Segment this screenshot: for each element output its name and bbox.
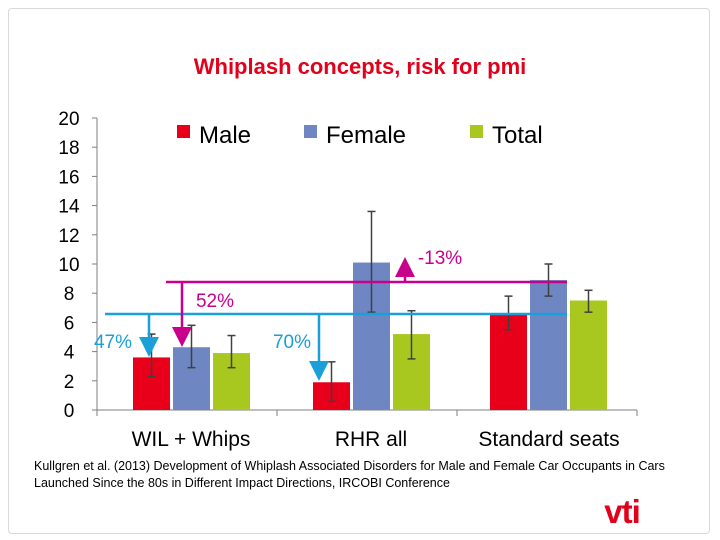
bars xyxy=(133,262,607,410)
x-tick-label: WIL + Whips xyxy=(132,428,251,451)
bar-female xyxy=(530,280,567,410)
y-tick-label: 16 xyxy=(58,167,79,188)
legend: Male Female Total xyxy=(177,122,543,149)
comparison-lines: 47% 52% 70% -13% xyxy=(94,248,567,381)
legend-swatch-total xyxy=(470,125,483,138)
y-tick-label: 6 xyxy=(64,313,75,334)
y-tick-label: 20 xyxy=(58,109,79,130)
legend-swatch-female xyxy=(304,125,317,138)
legend-swatch-male xyxy=(177,125,190,138)
y-tick-label: 8 xyxy=(64,284,75,305)
x-axis: WIL + Whips RHR all Standard seats xyxy=(96,409,638,451)
annotation-label: -13% xyxy=(418,248,462,269)
bar-total xyxy=(570,300,607,410)
y-tick-label: 18 xyxy=(58,138,79,159)
y-tick-label: 2 xyxy=(64,372,75,393)
y-tick-label: 12 xyxy=(58,226,79,247)
annotation-label: 70% xyxy=(273,332,311,353)
annotation-label: 47% xyxy=(94,332,132,353)
legend-label-male: Male xyxy=(199,122,251,149)
legend-label-total: Total xyxy=(492,122,543,149)
slide-frame xyxy=(8,8,710,534)
y-tick-label: 4 xyxy=(64,343,75,364)
y-tick-label: 10 xyxy=(58,255,79,276)
vti-logo: vti xyxy=(604,493,641,530)
y-tick-label: 14 xyxy=(58,197,80,218)
citation: Kullgren et al. (2013) Development of Wh… xyxy=(34,459,665,490)
legend-label-female: Female xyxy=(326,122,406,149)
x-tick-label: Standard seats xyxy=(478,428,619,451)
annotation-label: 52% xyxy=(196,291,234,312)
y-tick-label: 0 xyxy=(64,401,75,422)
x-tick-label: RHR all xyxy=(335,428,407,451)
chart-title: Whiplash concepts, risk for pmi xyxy=(193,54,527,79)
y-axis: 0 2 4 6 8 10 12 14 16 18 20 xyxy=(58,109,98,422)
